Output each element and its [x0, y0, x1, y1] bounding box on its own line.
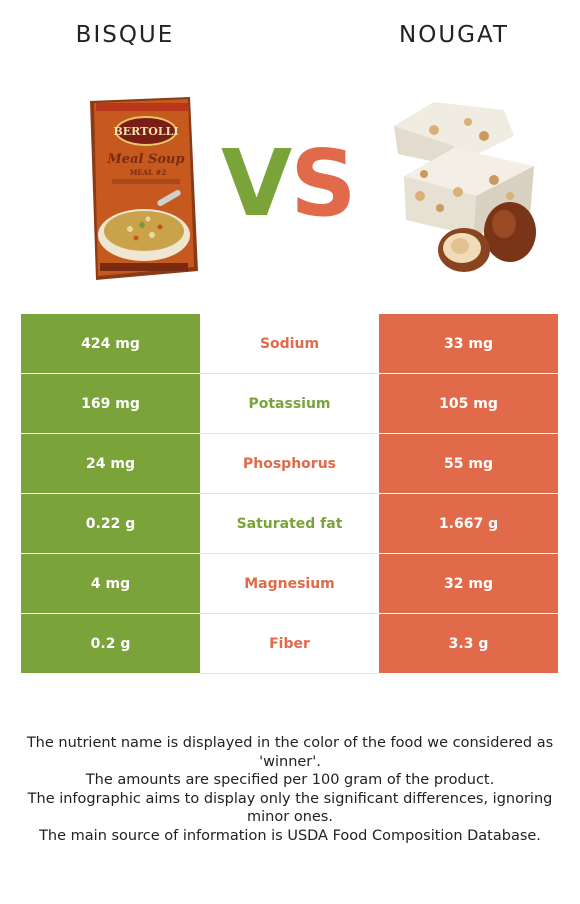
footnote: The infographic aims to display only the… — [27, 790, 553, 826]
left-value-cell: 424 mg — [21, 314, 200, 374]
right-value-cell: 105 mg — [379, 373, 558, 434]
right-value-cell: 3.3 g — [379, 613, 558, 674]
nutrient-name-cell: Saturated fat — [200, 493, 379, 554]
left-value-cell: 0.22 g — [21, 493, 200, 554]
table-row: 4 mg Magnesium 32 mg — [21, 553, 558, 614]
nutrient-name-cell: Phosphorus — [200, 433, 379, 494]
table-row: 0.2 g Fiber 3.3 g — [21, 613, 558, 674]
footnote: The nutrient name is displayed in the co… — [26, 735, 554, 770]
table-row: 0.22 g Saturated fat 1.667 g — [21, 493, 558, 554]
right-value-cell: 1.667 g — [379, 493, 558, 554]
nutrient-comparison-table: 424 mg Sodium 33 mg 169 mg Potassium 105 mg 24… — [21, 314, 558, 674]
table-row: 24 mg Phosphorus 55 mg — [21, 433, 558, 494]
nutrient-name-cell: Fiber — [200, 613, 379, 674]
soup-box-brand: BERTOLLI — [113, 125, 178, 138]
left-value-cell: 24 mg — [21, 433, 200, 494]
left-value-cell: 169 mg — [21, 373, 200, 434]
nougat-image — [394, 102, 536, 272]
versus-v: V — [221, 130, 292, 237]
table-row: 169 mg Potassium 105 mg — [21, 373, 558, 434]
left-food-title: BISQUE — [75, 22, 175, 48]
right-value-cell: 32 mg — [379, 553, 558, 614]
soup-box-line1: Meal Soup — [106, 152, 184, 167]
left-value-cell: 4 mg — [21, 553, 200, 614]
footnote: The amounts are specified per 100 gram o… — [85, 772, 495, 788]
right-value-cell: 55 mg — [379, 433, 558, 494]
nutrient-name-cell: Magnesium — [200, 553, 379, 614]
right-value-cell: 33 mg — [379, 314, 558, 374]
versus-s: S — [290, 130, 356, 237]
soup-box-line2: MEAL #2 — [130, 168, 167, 177]
bisque-soup-box-image: BERTOLLI Meal Soup MEAL #2 — [90, 97, 198, 280]
right-food-title: NOUGAT — [399, 22, 509, 48]
nutrient-name-cell: Sodium — [200, 314, 379, 374]
footnotes: The nutrient name is displayed in the co… — [20, 734, 560, 845]
versus-label: VS — [221, 138, 356, 230]
left-value-cell: 0.2 g — [21, 613, 200, 674]
nutrient-name-cell: Potassium — [200, 373, 379, 434]
table-row: 424 mg Sodium 33 mg — [21, 314, 558, 374]
footnote: The main source of information is USDA F… — [39, 827, 541, 844]
